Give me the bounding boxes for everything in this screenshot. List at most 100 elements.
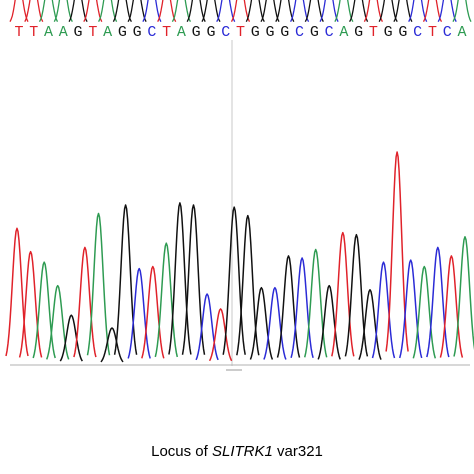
top-trace-peak	[171, 0, 191, 22]
trace-peak-T	[5, 227, 29, 357]
top-trace-peak	[393, 0, 413, 22]
base-call-C: C	[413, 24, 423, 41]
top-trace-peak	[83, 0, 103, 22]
caption-gene: SLITRK1	[211, 443, 273, 460]
trace-peak-G	[344, 233, 369, 357]
trace-peak-G	[276, 255, 301, 358]
caption-suffix: var321	[272, 443, 323, 460]
trace-peak-T	[141, 265, 165, 359]
base-call-G: G	[250, 24, 260, 41]
base-call-G: G	[265, 24, 275, 41]
trace-peak-A	[412, 265, 437, 359]
top-trace-peak	[127, 0, 147, 22]
base-call-G: G	[206, 24, 216, 41]
trace-peak-T	[385, 151, 409, 352]
top-trace-peak	[186, 0, 206, 22]
top-trace-peak	[38, 0, 59, 22]
top-trace-peak	[9, 0, 29, 22]
trace-peak-G	[222, 206, 246, 355]
base-call-T: T	[368, 24, 378, 41]
trace-peak-G	[317, 284, 341, 360]
top-trace-peak	[216, 0, 236, 22]
caption-prefix: Locus of	[151, 443, 212, 460]
top-trace-peak	[408, 0, 428, 22]
base-call-G: G	[309, 24, 319, 41]
top-trace-peak	[275, 0, 295, 22]
trace-peak-T	[439, 255, 464, 358]
base-call-A: A	[176, 24, 186, 41]
top-trace-peak	[452, 0, 472, 22]
top-trace-peak	[349, 0, 369, 22]
base-call-T: T	[235, 24, 245, 41]
top-trace-peak	[142, 0, 162, 22]
trace-peak-G	[168, 202, 192, 355]
base-call-G: G	[191, 24, 201, 41]
base-call-A: A	[58, 24, 68, 41]
electropherogram-traces	[5, 40, 474, 371]
top-trace-strip	[9, 0, 472, 22]
trace-peak-T	[331, 231, 355, 357]
top-trace-peak	[260, 0, 280, 22]
top-trace-peak	[98, 0, 118, 22]
base-call-G: G	[280, 24, 290, 41]
trace-peak-G	[249, 286, 274, 360]
base-call-T: T	[162, 24, 172, 41]
base-call-T: T	[88, 24, 98, 41]
trace-peak-T	[73, 246, 97, 358]
base-call-C: C	[221, 24, 231, 41]
figure-caption: Locus of SLITRK1 var321	[0, 443, 474, 460]
top-trace-peak	[230, 0, 251, 22]
base-call-A: A	[44, 24, 54, 41]
base-call-T: T	[427, 24, 437, 41]
trace-peak-A	[453, 236, 474, 357]
trace-peak-G	[100, 327, 124, 363]
top-trace-peak	[157, 0, 177, 22]
trace-peak-T	[208, 308, 233, 362]
base-call-A: A	[457, 24, 467, 41]
top-trace-peak	[319, 0, 339, 22]
trace-peak-G	[358, 289, 382, 360]
top-trace-peak	[363, 0, 383, 22]
top-trace-peak	[53, 0, 73, 22]
top-trace-peak	[245, 0, 265, 22]
top-trace-peak	[378, 0, 398, 22]
trace-peak-A	[303, 248, 328, 358]
top-trace-peak	[422, 0, 443, 22]
base-call-G: G	[117, 24, 127, 41]
trace-peak-C	[263, 286, 287, 360]
base-call-C: C	[295, 24, 305, 41]
base-call-A: A	[339, 24, 349, 41]
base-call-G: G	[73, 24, 83, 41]
top-trace-peak	[304, 0, 324, 22]
base-call-C: C	[147, 24, 157, 41]
trace-peak-C	[371, 261, 396, 359]
trace-peak-G	[181, 204, 206, 355]
trace-peak-C	[398, 259, 423, 359]
base-call-T: T	[14, 24, 24, 41]
base-call-T: T	[29, 24, 39, 41]
base-call-G: G	[383, 24, 393, 41]
top-trace-peak	[437, 0, 457, 22]
top-trace-peak	[112, 0, 132, 22]
top-trace-peak	[68, 0, 88, 22]
trace-peak-A	[86, 212, 111, 356]
base-call-C: C	[324, 24, 334, 41]
top-trace-peak	[334, 0, 354, 22]
trace-peak-C	[127, 267, 151, 359]
trace-peak-C	[426, 246, 450, 358]
trace-peak-G	[59, 314, 83, 362]
top-trace-peak	[201, 0, 221, 22]
top-trace-peak	[24, 0, 44, 22]
base-call-A: A	[103, 24, 113, 41]
base-call-C: C	[442, 24, 452, 41]
trace-peak-C	[290, 257, 314, 358]
base-call-G: G	[398, 24, 408, 41]
top-trace-peak	[290, 0, 310, 22]
base-call-G: G	[132, 24, 142, 41]
trace-peak-G	[113, 204, 138, 355]
trace-peak-A	[154, 242, 179, 358]
trace-peak-G	[236, 214, 260, 356]
base-call-G: G	[354, 24, 364, 41]
